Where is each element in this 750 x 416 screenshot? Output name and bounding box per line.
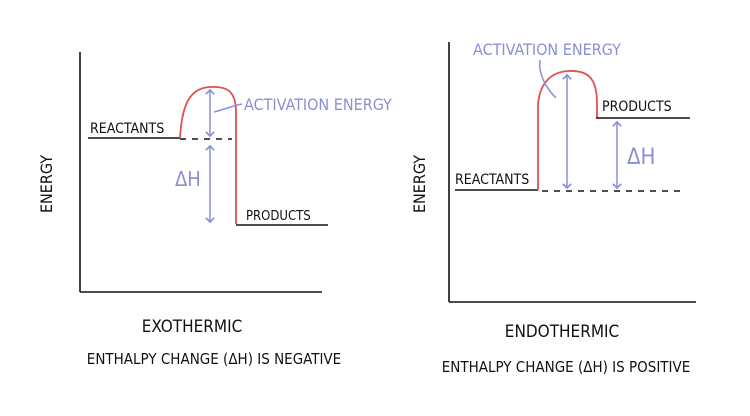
exo-y-axis-label: ENERGY bbox=[37, 155, 56, 213]
exo-caption: ENTHALPY CHANGE (ΔH) IS NEGATIVE bbox=[87, 350, 341, 368]
endo-reaction-curve bbox=[537, 70, 598, 190]
exo-delta-h-label: ΔH bbox=[175, 167, 201, 191]
exo-title: EXOTHERMIC bbox=[142, 317, 243, 337]
exothermic-panel: ENERGY REACTANTS PRODUCTS ACTIVATION ENE… bbox=[37, 52, 392, 368]
endo-delta-h-label: ΔH bbox=[627, 145, 655, 170]
endothermic-panel: ENERGY REACTANTS PRODUCTS ACTIVATION ENE… bbox=[410, 40, 696, 376]
exo-reactants-label: REACTANTS bbox=[90, 121, 164, 137]
endo-activation-pointer bbox=[538, 59, 557, 99]
exo-activation-pointer bbox=[213, 103, 243, 113]
endo-caption: ENTHALPY CHANGE (ΔH) IS POSITIVE bbox=[442, 358, 691, 376]
endo-y-axis-label: ENERGY bbox=[410, 155, 429, 213]
endo-title: ENDOTHERMIC bbox=[505, 322, 619, 342]
endo-products-label: PRODUCTS bbox=[602, 99, 672, 115]
exo-reaction-curve bbox=[179, 86, 237, 224]
exo-activation-label: ACTIVATION ENERGY bbox=[244, 95, 392, 114]
endo-reactants-label: REACTANTS bbox=[455, 172, 529, 188]
endo-activation-label: ACTIVATION ENERGY bbox=[473, 40, 621, 59]
exo-products-label: PRODUCTS bbox=[246, 209, 311, 224]
